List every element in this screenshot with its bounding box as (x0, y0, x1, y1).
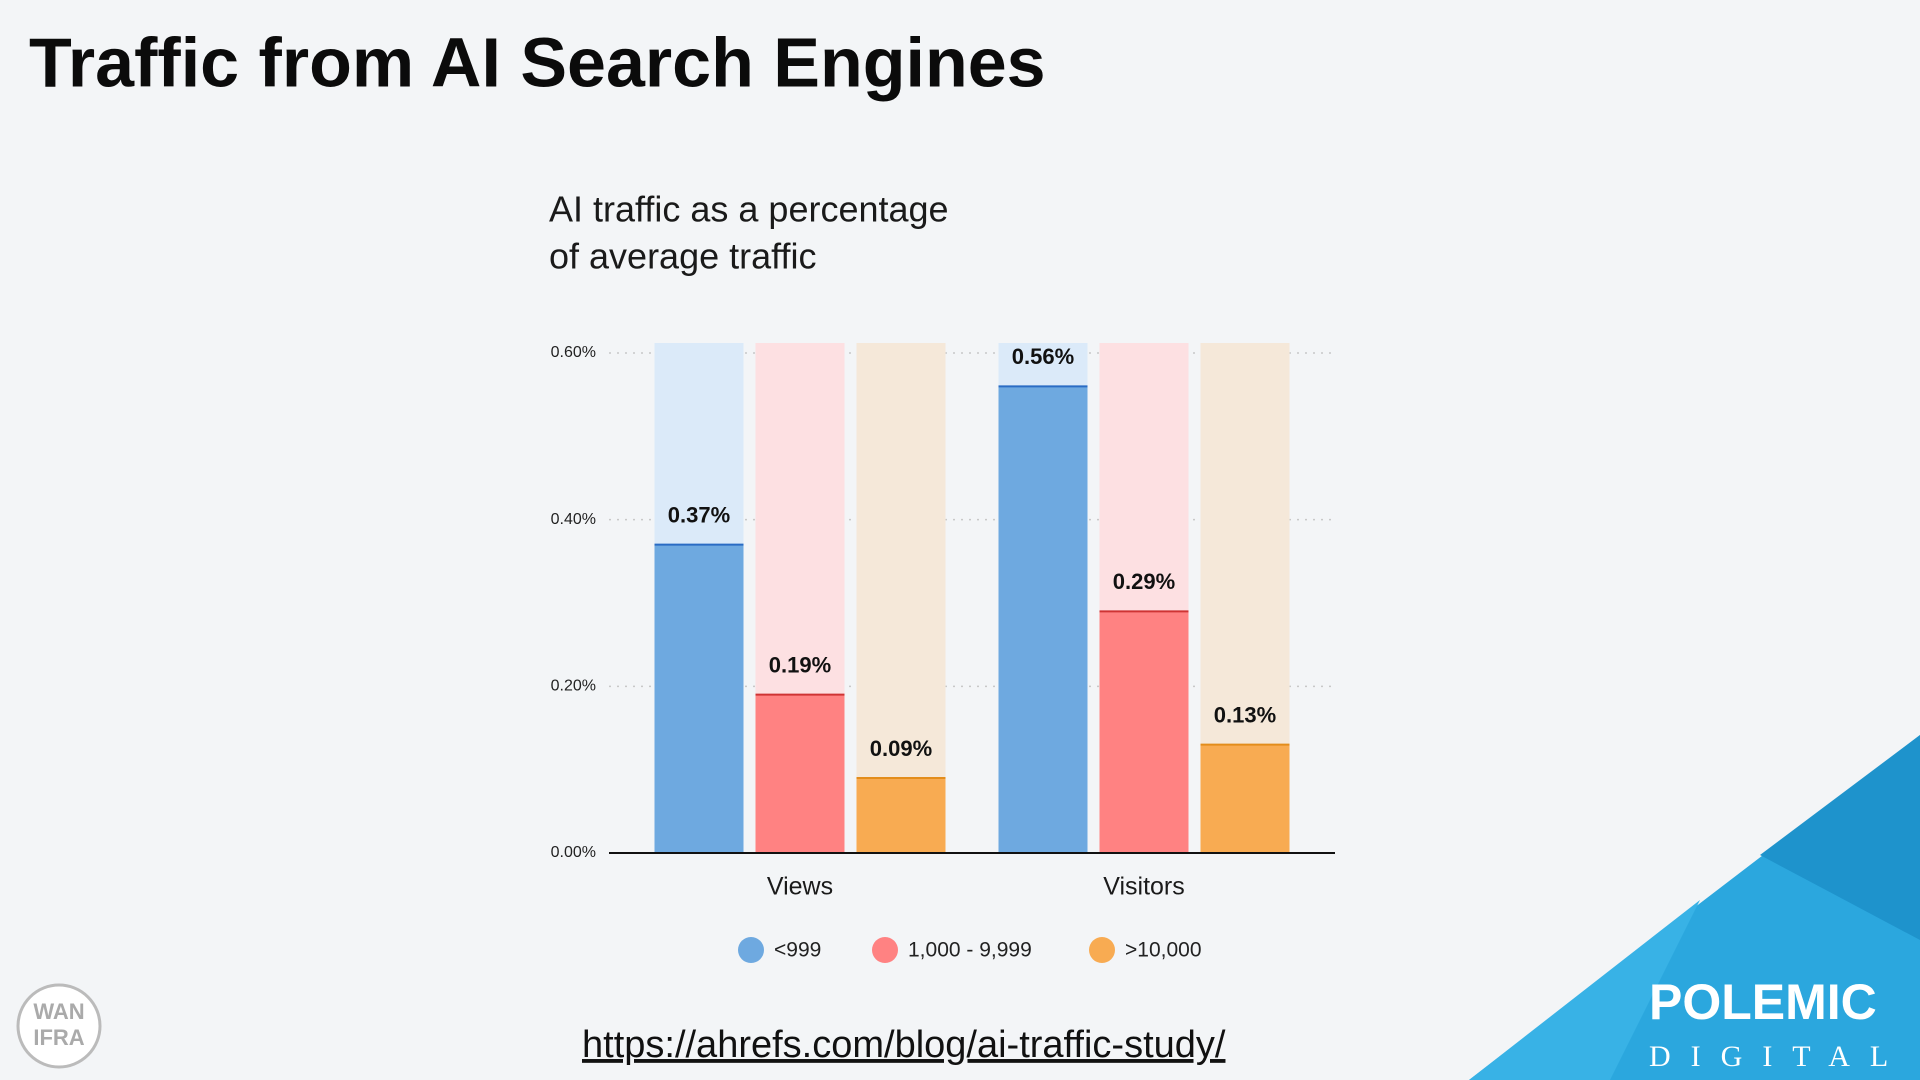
corner-facet (1760, 735, 1920, 940)
brand-sub: DIGITAL (1649, 1040, 1908, 1073)
legend-swatch (738, 937, 764, 963)
y-tick-label: 0.00% (551, 844, 596, 861)
bar-background (856, 343, 946, 853)
legend-label: 1,000 - 9,999 (908, 939, 1032, 962)
y-tick-label: 0.20% (551, 678, 596, 695)
x-tick-label: Visitors (1103, 873, 1185, 901)
brand-name: POLEMIC (1649, 974, 1877, 1030)
value-label: 0.56% (1012, 344, 1074, 369)
slide-title: Traffic from AI Search Engines (29, 23, 1046, 101)
x-tick-label: Views (767, 873, 833, 901)
value-label: 0.19% (769, 652, 831, 677)
logo-text: IFRA (33, 1025, 84, 1050)
chart-subtitle: AI traffic as a percentage (549, 189, 949, 230)
value-label: 0.29% (1113, 569, 1175, 594)
wan-ifra-logo (16, 983, 102, 1069)
bar (654, 544, 744, 853)
value-label: 0.37% (668, 502, 730, 527)
source-url[interactable]: https://ahrefs.com/blog/ai-traffic-study… (582, 1024, 1226, 1066)
chart-subtitle: of average traffic (549, 236, 817, 277)
corner-facet (1469, 900, 1700, 1080)
bar (755, 694, 845, 853)
source-link[interactable]: https://ahrefs.com/blog/ai-traffic-study… (582, 1024, 1226, 1066)
y-tick-label: 0.40% (551, 511, 596, 528)
bar (998, 386, 1088, 853)
y-tick-label: 0.60% (551, 344, 596, 361)
value-label: 0.09% (870, 736, 932, 761)
value-label: 0.13% (1214, 702, 1276, 727)
bar (856, 778, 946, 853)
legend-label: <999 (774, 939, 821, 962)
legend-swatch (872, 937, 898, 963)
bar (1099, 611, 1189, 853)
logo-text: WAN (33, 999, 84, 1024)
legend-label: >10,000 (1125, 939, 1202, 962)
legend-swatch (1089, 937, 1115, 963)
bar (1200, 744, 1290, 853)
